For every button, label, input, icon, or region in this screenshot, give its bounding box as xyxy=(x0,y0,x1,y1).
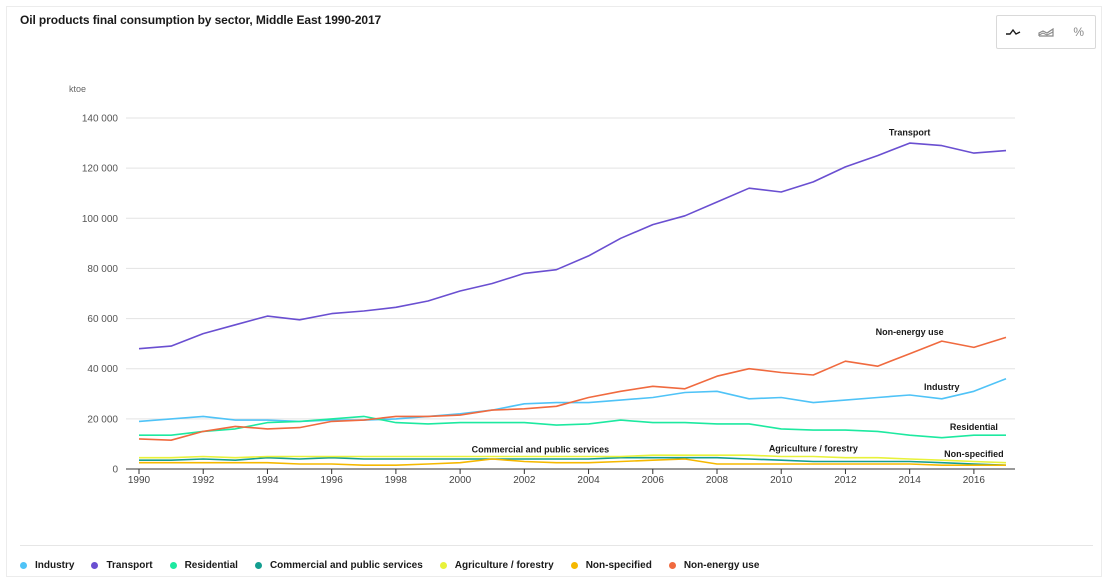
legend-label: Agriculture / forestry xyxy=(454,559,554,571)
y-tick-label: 40 000 xyxy=(87,364,118,375)
legend-item-commercial-and-public-services[interactable]: Commercial and public services xyxy=(254,559,423,571)
legend-dot-icon xyxy=(570,561,578,569)
series-annotation: Commercial and public services xyxy=(472,445,610,455)
x-tick-label: 1990 xyxy=(128,475,151,486)
legend-label: Transport xyxy=(106,559,153,571)
y-tick-label: 0 xyxy=(112,465,118,476)
x-tick-label: 2002 xyxy=(513,475,536,486)
area-chart-toggle[interactable] xyxy=(1030,16,1063,48)
series-line-commercial-and-public-services xyxy=(139,456,1007,466)
series-annotation: Industry xyxy=(924,382,960,392)
line-chart-icon xyxy=(1006,28,1021,35)
x-tick-label: 2016 xyxy=(963,475,986,486)
percent-icon: % xyxy=(1073,25,1085,39)
x-tick-label: 2000 xyxy=(449,475,472,486)
legend-item-non-energy-use[interactable]: Non-energy use xyxy=(668,559,760,571)
legend: Industry Transport Residential Commercial a… xyxy=(20,545,776,585)
y-tick-label: 60 000 xyxy=(87,314,118,325)
x-tick-label: 1998 xyxy=(385,475,408,486)
y-tick-label: 20 000 xyxy=(87,414,118,425)
percent-toggle[interactable]: % xyxy=(1062,16,1095,48)
series-annotation: Non-specified xyxy=(944,449,1004,459)
legend-label: Non-specified xyxy=(585,559,652,571)
x-tick-label: 2010 xyxy=(770,475,793,486)
legend-label: Residential xyxy=(184,559,238,571)
legend-item-residential[interactable]: Residential xyxy=(169,559,238,571)
y-axis-label: ktoe xyxy=(69,84,86,94)
legend-item-non-specified[interactable]: Non-specified xyxy=(570,559,652,571)
series-line-transport xyxy=(138,142,1007,350)
chart-mode-toggle-group: % xyxy=(996,15,1096,49)
legend-dot-icon xyxy=(668,561,676,569)
x-tick-label: 1992 xyxy=(192,475,215,486)
x-tick-label: 1994 xyxy=(256,475,279,486)
y-tick-label: 80 000 xyxy=(87,264,118,275)
x-tick-label: 2004 xyxy=(577,475,600,486)
legend-dot-icon xyxy=(169,561,177,569)
series-annotation: Transport xyxy=(889,128,931,138)
line-chart: ktoe 0 20 000 40 000 60 000 80 000 100 000 120 … xyxy=(69,84,1015,486)
legend-dot-icon xyxy=(20,561,27,569)
y-tick-label: 120 000 xyxy=(82,164,119,175)
x-tick-label: 2008 xyxy=(706,475,729,486)
area-chart-icon xyxy=(1038,27,1054,37)
legend-item-agriculture-forestry[interactable]: Agriculture / forestry xyxy=(439,559,554,571)
legend-dot-icon xyxy=(439,561,447,569)
series-line-residential xyxy=(139,415,1006,439)
legend-divider xyxy=(20,545,1093,546)
chart-card xyxy=(6,6,1102,577)
series-line-non-energy-use xyxy=(138,336,1007,442)
legend-item-industry[interactable]: Industry xyxy=(20,560,74,571)
chart-title: Oil products final consumption by sector… xyxy=(20,13,382,27)
x-tick-label: 1996 xyxy=(321,475,344,486)
series-annotation: Non-energy use xyxy=(876,327,944,337)
x-tick-label: 2006 xyxy=(642,475,665,486)
legend-dot-icon xyxy=(91,561,99,569)
series-line-agriculture-forestry xyxy=(139,454,1007,464)
series-annotation: Residential xyxy=(950,422,998,432)
y-tick-label: 100 000 xyxy=(82,214,119,225)
legend-label: Commercial and public services xyxy=(269,559,423,571)
legend-label: Industry xyxy=(35,559,75,571)
x-tick-label: 2014 xyxy=(899,475,922,486)
series-line-industry xyxy=(138,377,1007,423)
series-annotation: Agriculture / forestry xyxy=(769,443,858,453)
legend-item-transport[interactable]: Transport xyxy=(91,559,153,571)
legend-label: Non-energy use xyxy=(683,559,760,571)
x-tick-label: 2012 xyxy=(834,475,857,486)
line-chart-toggle[interactable] xyxy=(997,16,1030,48)
y-tick-label: 140 000 xyxy=(82,114,119,125)
legend-dot-icon xyxy=(254,561,262,569)
series-line-non-specified xyxy=(139,458,1006,467)
